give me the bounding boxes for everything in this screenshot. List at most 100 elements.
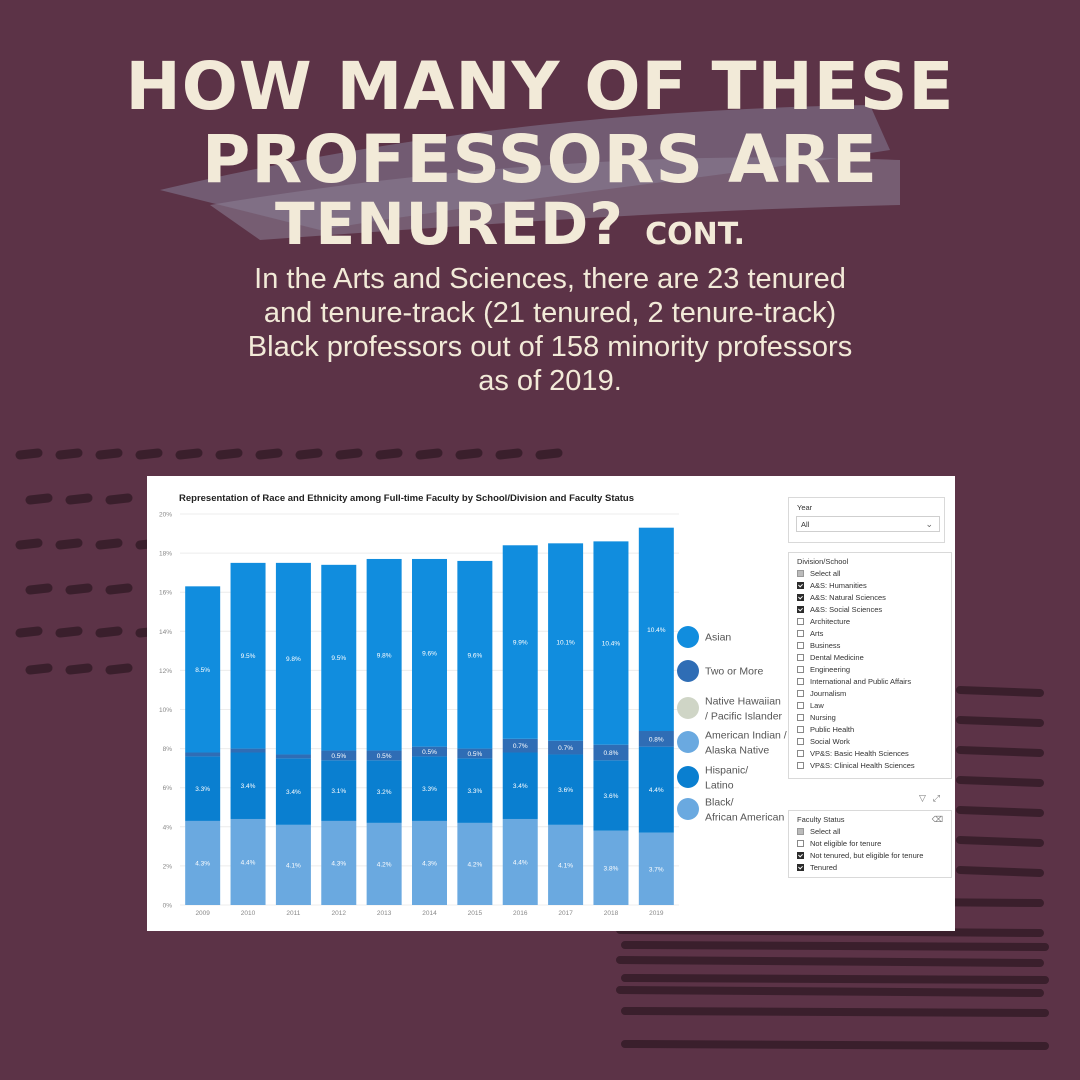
data-label: 0.5% (467, 751, 482, 758)
checkbox-icon[interactable] (797, 629, 804, 637)
data-label: 8.5% (195, 667, 210, 674)
chart-title: Representation of Race and Ethnicity amo… (179, 493, 635, 504)
division-option[interactable]: Arts (797, 628, 823, 640)
division-option[interactable]: VP&S: Clinical Health Sciences (797, 760, 915, 772)
division-option[interactable]: Select all (797, 568, 840, 580)
bar-segment-black (230, 818, 266, 905)
bar-segment-asian (230, 562, 266, 749)
data-label: 10.4% (602, 641, 621, 648)
headline-cont: CONT (645, 217, 734, 252)
checkbox-icon[interactable] (797, 617, 804, 625)
data-label: 3.6% (604, 793, 619, 800)
checkbox-icon[interactable] (797, 701, 804, 709)
checkbox-icon[interactable] (797, 851, 804, 859)
bar-segment-hispanic (321, 760, 357, 821)
bar-segment-two_or_more (230, 748, 266, 753)
division-option[interactable]: Architecture (797, 616, 850, 628)
bar-segment-two_or_more (366, 750, 402, 761)
checkbox-icon[interactable] (797, 581, 804, 589)
division-option[interactable]: VP&S: Basic Health Sciences (797, 748, 909, 760)
y-tick-label: 20% (159, 512, 172, 519)
faculty-status-slicer: Faculty Status ⌫ Select all Not eligible … (788, 810, 952, 878)
checkbox-icon[interactable] (797, 689, 804, 697)
checkbox-icon[interactable] (797, 605, 804, 613)
y-tick-label: 0% (163, 903, 173, 910)
x-tick-label: 2012 (332, 910, 347, 917)
division-slicer: Division/School Select all A&S: Humanitie… (788, 552, 952, 779)
legend-marker-asian (677, 626, 699, 648)
data-label: 9.5% (241, 653, 256, 660)
data-label: 3.3% (195, 786, 210, 793)
checkbox-icon[interactable] (797, 839, 804, 847)
year-dropdown[interactable]: All ⌄ (796, 516, 940, 532)
division-option[interactable]: Engineering (797, 664, 850, 676)
headline-line-3: TENURED? CONT. (110, 194, 910, 265)
division-option-label: Arts (810, 629, 824, 638)
legend-marker-native_hawaiian (677, 697, 699, 719)
bar-segment-two_or_more (502, 738, 538, 753)
checkbox-icon[interactable] (797, 863, 804, 871)
bar-segment-black (366, 822, 402, 905)
year-selected-value: All (801, 520, 810, 529)
bar-segment-hispanic (366, 760, 402, 823)
bar-segment-hispanic (412, 756, 447, 821)
division-option[interactable]: Law (797, 700, 824, 712)
division-option-label: A&S: Natural Sciences (810, 593, 886, 602)
checkbox-icon[interactable] (797, 749, 804, 757)
bar-segment-hispanic (502, 752, 538, 819)
legend-label: American Indian / (705, 730, 787, 742)
checkbox-icon[interactable] (797, 641, 804, 649)
division-option[interactable]: Journalism (797, 688, 846, 700)
checkbox-icon[interactable] (797, 713, 804, 721)
bar-segment-two_or_more (593, 744, 629, 761)
data-label: 3.8% (604, 865, 619, 872)
y-tick-label: 6% (163, 785, 173, 792)
division-option[interactable]: Public Health (797, 724, 854, 736)
checkbox-icon[interactable] (797, 677, 804, 685)
division-option[interactable]: A&S: Natural Sciences (797, 592, 886, 604)
eraser-icon[interactable]: ⌫ (931, 815, 943, 824)
bar-segment-asian (502, 545, 538, 739)
bar-segment-two_or_more (275, 754, 311, 759)
division-option[interactable]: A&S: Humanities (797, 580, 867, 592)
legend-marker-american_indian (677, 731, 699, 753)
checkbox-icon[interactable] (797, 737, 804, 745)
checkbox-icon[interactable] (797, 593, 804, 601)
division-option-label: A&S: Humanities (810, 581, 867, 590)
filter-icon[interactable]: ▽ (919, 794, 926, 804)
data-label: 4.4% (513, 859, 528, 866)
faculty-status-option[interactable]: Not eligible for tenure (797, 838, 881, 850)
legend-label: Two or More (705, 666, 764, 678)
division-option[interactable]: A&S: Social Sciences (797, 604, 882, 616)
data-label: 0.5% (331, 753, 346, 760)
faculty-status-option[interactable]: Select all (797, 826, 840, 838)
checkbox-icon[interactable] (797, 761, 804, 769)
chevron-down-icon: ⌄ (925, 519, 933, 529)
data-label: 4.4% (649, 787, 664, 794)
division-option-label: Social Work (810, 737, 850, 746)
data-label: 3.4% (286, 789, 301, 796)
data-label: 3.3% (467, 788, 482, 795)
bar-segment-hispanic (185, 756, 221, 821)
checkbox-icon[interactable] (797, 725, 804, 733)
division-option[interactable]: International and Public Affairs (797, 676, 911, 688)
bar-segment-hispanic (230, 752, 266, 819)
bar-segment-asian (638, 527, 674, 732)
division-option[interactable]: Nursing (797, 712, 836, 724)
division-option[interactable]: Social Work (797, 736, 850, 748)
checkbox-icon[interactable] (797, 827, 804, 835)
x-tick-label: 2009 (195, 910, 210, 917)
division-option[interactable]: Dental Medicine (797, 652, 864, 664)
data-label: 9.5% (331, 655, 346, 662)
visual-toolbar: ▽ ⤢ (919, 794, 940, 804)
expand-icon[interactable]: ⤢ (932, 794, 940, 804)
intro-line-2: and tenure-track (21 tenured, 2 tenure-t… (263, 297, 837, 329)
checkbox-icon[interactable] (797, 569, 804, 577)
faculty-status-option[interactable]: Not tenured, but eligible for tenure (797, 850, 923, 862)
faculty-status-option[interactable]: Tenured (797, 862, 837, 874)
bar-segment-black (412, 820, 447, 905)
checkbox-icon[interactable] (797, 653, 804, 661)
checkbox-icon[interactable] (797, 665, 804, 673)
division-option[interactable]: Business (797, 640, 840, 652)
data-label: 4.4% (241, 859, 256, 866)
